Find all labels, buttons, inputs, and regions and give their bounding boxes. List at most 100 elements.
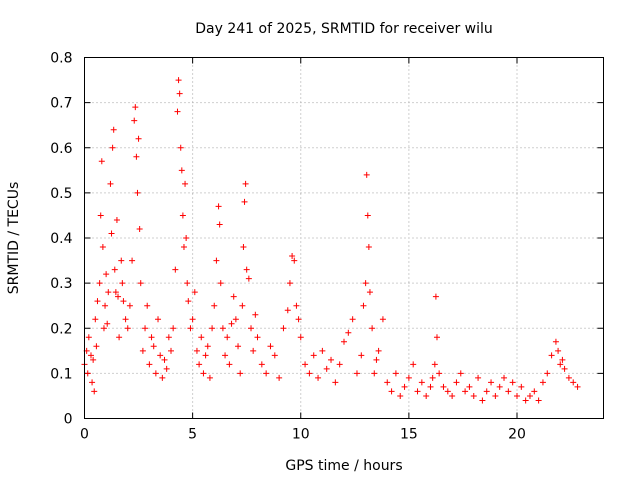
y-tick-label: 0.1 bbox=[50, 366, 72, 382]
data-point bbox=[362, 280, 369, 287]
data-point bbox=[436, 370, 443, 377]
data-point bbox=[155, 316, 162, 323]
data-point bbox=[479, 397, 486, 404]
data-point bbox=[293, 302, 300, 309]
data-point bbox=[124, 325, 131, 332]
data-point bbox=[102, 302, 109, 309]
data-point bbox=[388, 388, 395, 395]
y-tick-label: 0 bbox=[64, 412, 73, 428]
data-point bbox=[363, 171, 370, 178]
data-point bbox=[237, 370, 244, 377]
data-point bbox=[107, 180, 114, 187]
data-point bbox=[226, 361, 233, 368]
data-point bbox=[555, 347, 562, 354]
data-point bbox=[90, 356, 97, 363]
data-point bbox=[379, 316, 386, 323]
data-point bbox=[142, 325, 149, 332]
data-point bbox=[213, 257, 220, 264]
data-point bbox=[96, 280, 103, 287]
data-point bbox=[230, 293, 237, 300]
data-point bbox=[168, 347, 174, 354]
data-point bbox=[129, 257, 136, 264]
data-point bbox=[328, 356, 335, 363]
data-point bbox=[444, 388, 451, 395]
data-point bbox=[187, 325, 194, 332]
data-point bbox=[108, 230, 115, 237]
data-point bbox=[284, 307, 291, 314]
data-point bbox=[206, 374, 213, 381]
y-tick-label: 0.4 bbox=[50, 231, 72, 247]
data-point bbox=[148, 334, 155, 341]
data-point bbox=[136, 225, 143, 232]
data-point bbox=[453, 379, 460, 386]
data-point bbox=[418, 379, 425, 386]
data-point bbox=[557, 361, 564, 368]
data-point bbox=[250, 347, 257, 354]
data-point bbox=[105, 289, 112, 296]
x-tick-label: 5 bbox=[188, 427, 197, 443]
data-point bbox=[302, 361, 309, 368]
data-point bbox=[271, 352, 278, 359]
data-point bbox=[240, 244, 247, 251]
y-tick-label: 0.8 bbox=[50, 51, 72, 67]
data-point bbox=[232, 316, 239, 323]
y-tick-label: 0.5 bbox=[50, 186, 72, 202]
data-point bbox=[224, 334, 231, 341]
data-point bbox=[103, 271, 110, 278]
data-point bbox=[289, 253, 296, 260]
data-point bbox=[433, 334, 440, 341]
data-point bbox=[466, 383, 473, 390]
data-point bbox=[449, 392, 456, 399]
data-point bbox=[267, 343, 274, 350]
data-point bbox=[252, 311, 259, 318]
data-point bbox=[172, 266, 179, 273]
data-point bbox=[152, 370, 159, 377]
data-point bbox=[94, 298, 101, 305]
data-point bbox=[204, 343, 211, 350]
data-point bbox=[196, 361, 203, 368]
data-point bbox=[242, 180, 249, 187]
data-point bbox=[235, 343, 242, 350]
x-tick-label: 10 bbox=[292, 427, 310, 443]
grid bbox=[84, 57, 604, 419]
data-point bbox=[104, 320, 111, 327]
data-point bbox=[323, 365, 330, 372]
x-tick-label: 20 bbox=[508, 427, 526, 443]
data-point bbox=[306, 370, 313, 377]
data-point bbox=[360, 302, 367, 309]
data-point bbox=[341, 338, 347, 345]
data-point bbox=[111, 266, 118, 273]
data-point bbox=[198, 334, 205, 341]
data-point bbox=[85, 334, 92, 341]
data-point bbox=[189, 316, 196, 323]
chart-title: Day 241 of 2025, SRMTID for receiver wil… bbox=[195, 21, 493, 37]
data-point bbox=[182, 180, 189, 187]
data-point bbox=[92, 316, 99, 323]
data-point bbox=[134, 189, 141, 196]
data-point bbox=[535, 397, 542, 404]
data-point bbox=[180, 244, 187, 251]
data-point bbox=[559, 356, 566, 363]
data-point bbox=[332, 379, 339, 386]
data-point bbox=[470, 392, 477, 399]
x-tick-label: 0 bbox=[80, 427, 89, 443]
data-point bbox=[157, 352, 164, 359]
data-point bbox=[122, 316, 129, 323]
data-point bbox=[405, 374, 412, 381]
data-point bbox=[209, 325, 216, 332]
data-point bbox=[345, 329, 352, 336]
data-point bbox=[245, 275, 252, 282]
data-point bbox=[526, 392, 533, 399]
data-point bbox=[371, 370, 378, 377]
data-point bbox=[239, 302, 246, 309]
data-point bbox=[552, 338, 559, 345]
data-point bbox=[120, 298, 127, 305]
data-point bbox=[254, 334, 261, 341]
data-point bbox=[175, 77, 182, 84]
data-point bbox=[427, 383, 434, 390]
data-point bbox=[170, 325, 177, 332]
data-point bbox=[191, 289, 198, 296]
data-point bbox=[118, 257, 125, 264]
data-point bbox=[185, 298, 192, 305]
